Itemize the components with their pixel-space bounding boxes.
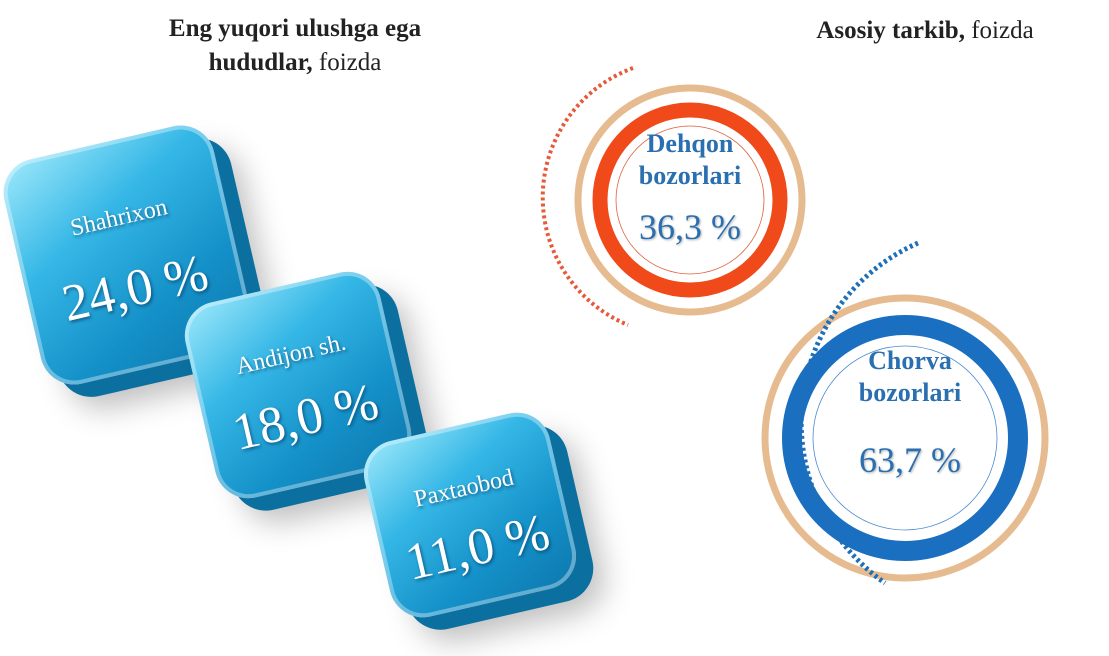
page: {"left": {"title_bold": "Eng yuqori ulus…	[0, 0, 1109, 656]
title-bold: Eng yuqori ulushga ega hududlar,	[169, 15, 421, 76]
ring-content: Chorva bozorlari 63,7 %	[840, 345, 980, 481]
ring-value: 63,7 %	[840, 439, 980, 481]
left-title: Eng yuqori ulushga ega hududlar, foizda	[140, 12, 450, 80]
ring-label: Chorva bozorlari	[840, 345, 980, 409]
ring-label: Dehqon bozorlari	[625, 128, 755, 192]
dotted-arc	[543, 68, 633, 325]
right-title: Asosiy tarkib, foizda	[760, 14, 1090, 48]
ring-value: 36,3 %	[625, 206, 755, 248]
ring-content: Dehqon bozorlari 36,3 %	[625, 128, 755, 248]
title-unit: foizda	[319, 49, 381, 76]
title-bold: Asosiy tarkib,	[816, 17, 965, 44]
title-unit: foizda	[971, 17, 1033, 44]
